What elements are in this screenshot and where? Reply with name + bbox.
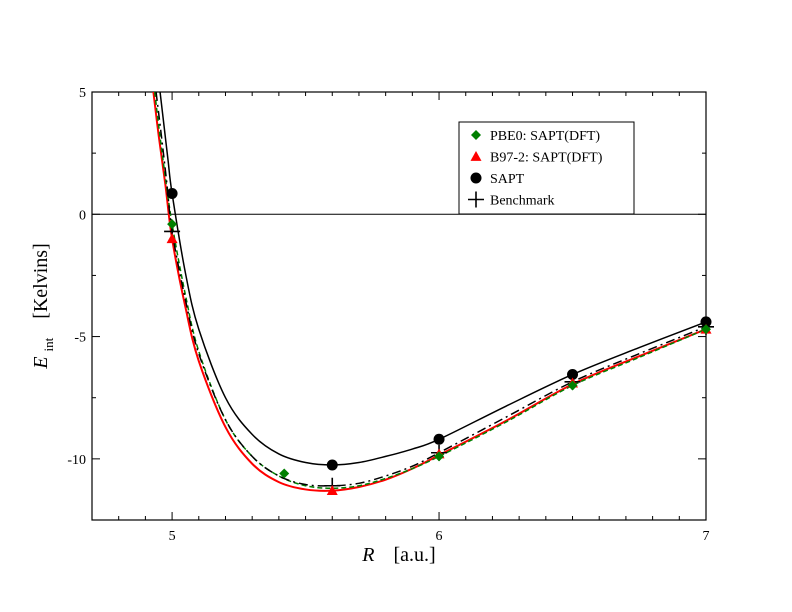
y-axis-subscript: int bbox=[41, 337, 56, 351]
legend-label-sapt: SAPT bbox=[490, 172, 525, 187]
x-ticks: 5 6 7 bbox=[118, 92, 710, 544]
x-tick-label: 5 bbox=[169, 529, 176, 544]
y-axis-unit: [Kelvins] bbox=[30, 243, 52, 319]
legend-label-b97-2-sapt-dft: B97-2: SAPT(DFT) bbox=[490, 151, 603, 166]
legend-marker-pbe0-sapt-dft bbox=[471, 130, 481, 140]
data-point-pbe0-sapt-dft bbox=[701, 324, 711, 335]
x-axis-symbol: R bbox=[361, 544, 374, 566]
y-tick-label: -5 bbox=[74, 331, 86, 346]
legend-marker-b97-2-sapt-dft bbox=[470, 151, 482, 161]
data-point-pbe0-sapt-dft bbox=[567, 380, 578, 391]
data-point-sapt bbox=[166, 187, 178, 199]
plot-frame bbox=[91, 91, 707, 521]
data-point-pbe0-sapt-dft bbox=[279, 468, 290, 479]
data-point-pbe0-sapt-dft bbox=[434, 451, 445, 462]
legend-label-benchmark: Benchmark bbox=[490, 194, 555, 209]
y-tick-label: -10 bbox=[67, 453, 86, 468]
legend-marker-sapt bbox=[470, 172, 482, 184]
x-tick-label: 7 bbox=[703, 529, 710, 544]
series-line-pbe0-sapt-dft bbox=[153, 92, 706, 489]
legend-label-pbe0-sapt-dft: PBE0: SAPT(DFT) bbox=[490, 129, 600, 144]
series-markers bbox=[164, 187, 714, 496]
y-tick-label: 0 bbox=[79, 208, 86, 223]
x-axis-title: R [a.u.] bbox=[361, 544, 435, 566]
legend-marker-benchmark bbox=[468, 191, 484, 208]
y-tick-label: 5 bbox=[79, 86, 86, 101]
x-axis-unit: [a.u.] bbox=[394, 544, 436, 566]
y-axis-title: E int [Kelvins] bbox=[30, 243, 58, 370]
y-axis-symbol: E bbox=[30, 357, 52, 370]
data-point-pbe0-sapt-dft bbox=[167, 219, 178, 230]
data-point-b97-2-sapt-dft bbox=[326, 485, 338, 496]
data-point-b97-2-sapt-dft bbox=[166, 233, 178, 244]
legend-box bbox=[458, 121, 635, 215]
x-tick-label: 6 bbox=[436, 529, 443, 544]
legend: PBE0: SAPT(DFT) B97-2: SAPT(DFT) SAPT Bench… bbox=[458, 121, 635, 215]
data-point-sapt bbox=[433, 433, 445, 445]
y-ticks: 5 0 -5 -10 bbox=[67, 86, 706, 521]
data-point-sapt bbox=[326, 459, 338, 471]
